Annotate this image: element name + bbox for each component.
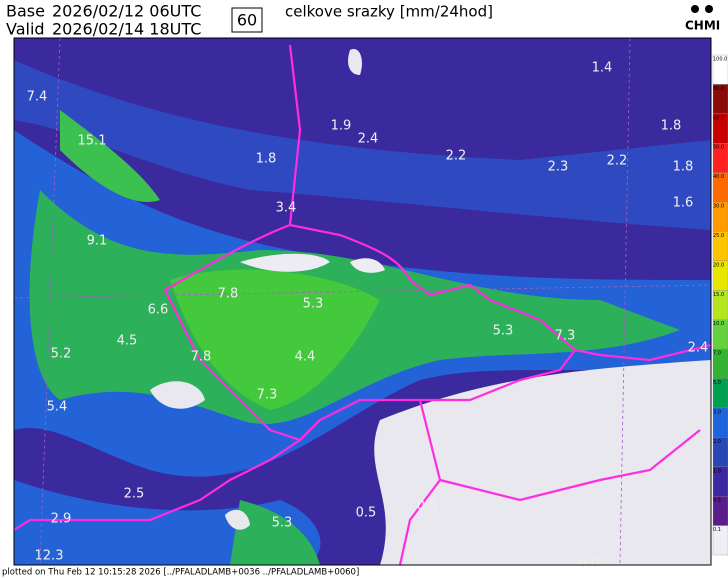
field-name: celkove srazky [mm/24hod] [285,3,493,21]
legend-label: 3.0 [713,409,721,415]
value-label: 1.9 [331,119,352,134]
value-label: 5.4 [47,400,68,415]
legend-label: 0.1 [713,527,721,533]
value-label: 9.1 [87,234,108,249]
value-label: 0.0 [579,556,600,571]
legend-label: 10.0 [713,321,724,327]
legend-label: 80.0 [713,86,724,92]
legend-label: 25.0 [713,233,724,239]
base-label: Base [6,2,45,21]
value-labels: 7.4 15.1 1.9 2.4 1.4 1.8 1.8 2.2 2.3 2.2 1.8 1.6 3.4… [27,61,709,571]
value-label: 7.4 [27,90,48,105]
legend-swatch [712,525,728,556]
lead-hours: 60 [237,11,257,30]
valid-label: Valid [6,20,45,39]
value-label: 4.4 [295,350,316,365]
legend-label: 40.0 [713,174,724,180]
legend: 100.0 80.0 60.0 50.0 40.0 30.0 25.0 20.0 15.0 10.… [712,54,728,556]
value-label: 2.3 [548,160,569,175]
value-label: 7.3 [555,329,576,344]
value-label: 7.8 [191,350,212,365]
value-label: 4.5 [117,334,138,349]
value-label: 7.3 [257,388,278,403]
value-label: 0.5 [417,499,438,514]
value-label: 1.8 [256,152,277,167]
value-label: 7.8 [218,287,239,302]
base-time: 2026/02/12 06UTC [52,2,201,21]
value-label: 2.2 [607,154,628,169]
borders [13,44,712,566]
legend-label: 50.0 [713,145,724,151]
value-label: 5.3 [303,297,324,312]
value-label: 12.3 [35,549,64,564]
value-label: 3.4 [276,201,297,216]
logo: CHMI [685,19,720,33]
value-label: 1.8 [661,119,682,134]
graticule [13,37,712,566]
value-label: 2.9 [51,512,72,527]
value-label: 2.4 [688,341,709,356]
value-label: 2.2 [446,149,467,164]
logo-dot [691,5,699,13]
value-label: 15.1 [78,134,107,149]
map-frame [13,37,712,566]
lead-box [231,7,263,33]
value-label: 6.6 [148,303,169,318]
legend-label: 20.0 [713,262,724,268]
footer: plotted on Thu Feb 12 10:15:28 2026 [../… [2,568,359,578]
logo-dot [705,5,713,13]
value-label: 1.8 [673,160,694,175]
valid-time: 2026/02/14 18UTC [52,20,201,39]
legend-label: 7.0 [713,351,721,357]
legend-label: 30.0 [713,204,724,210]
legend-label: 60.0 [713,115,724,121]
value-label: 0.5 [356,506,377,521]
value-label: 1.4 [592,61,613,76]
legend-label: 0.5 [713,498,721,504]
legend-label: 100.0 [713,57,727,63]
legend-label: 15.0 [713,292,724,298]
value-label: 5.3 [493,324,514,339]
legend-label: 2.0 [713,439,721,445]
precip-field [14,38,711,565]
value-label: 5.2 [51,347,72,362]
value-label: 2.4 [358,132,379,147]
legend-label: 5.0 [713,380,721,386]
value-label: 1.6 [673,196,694,211]
value-label: 5.3 [272,516,293,531]
value-label: 2.5 [124,487,145,502]
legend-label: 1.0 [713,468,721,474]
